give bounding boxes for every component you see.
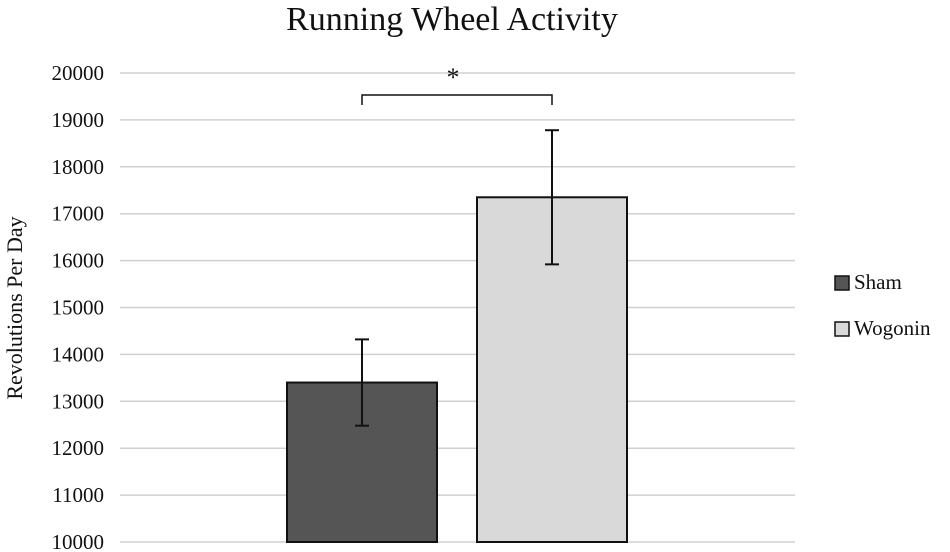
legend-label: Sham	[854, 270, 902, 294]
grid	[120, 72, 795, 543]
significance-bracket	[361, 94, 553, 105]
y-tick-label: 18000	[52, 155, 105, 179]
significance-star: *	[447, 63, 460, 92]
legend-item-sham: Sham	[834, 270, 902, 294]
y-tick-label: 11000	[52, 483, 104, 507]
legend-swatch	[834, 321, 850, 337]
legend-swatch	[834, 275, 850, 291]
significance-annotation: *	[361, 63, 553, 105]
legend: Sham Wogonin	[834, 270, 931, 340]
y-tick-labels: 10000 11000 12000 13000 14000 15000 16000 17000…	[52, 61, 105, 552]
bars	[286, 196, 628, 544]
legend-item-wogonin: Wogonin	[834, 316, 931, 340]
y-tick-label: 19000	[52, 108, 105, 132]
y-tick-label: 17000	[52, 202, 105, 226]
y-tick-label: 14000	[52, 342, 105, 366]
error-bars	[355, 129, 559, 427]
y-tick-label: 12000	[52, 436, 105, 460]
y-tick-label: 13000	[52, 389, 105, 413]
y-tick-label: 15000	[52, 296, 105, 320]
y-tick-label: 20000	[52, 61, 105, 85]
y-tick-label: 10000	[52, 530, 105, 552]
chart-title: Running Wheel Activity	[286, 1, 618, 38]
y-tick-label: 16000	[52, 249, 105, 273]
legend-label: Wogonin	[854, 316, 931, 340]
y-axis-label: Revolutions Per Day	[2, 216, 27, 399]
error-bar-sham	[355, 338, 369, 427]
error-bar-wogonin	[545, 129, 559, 266]
